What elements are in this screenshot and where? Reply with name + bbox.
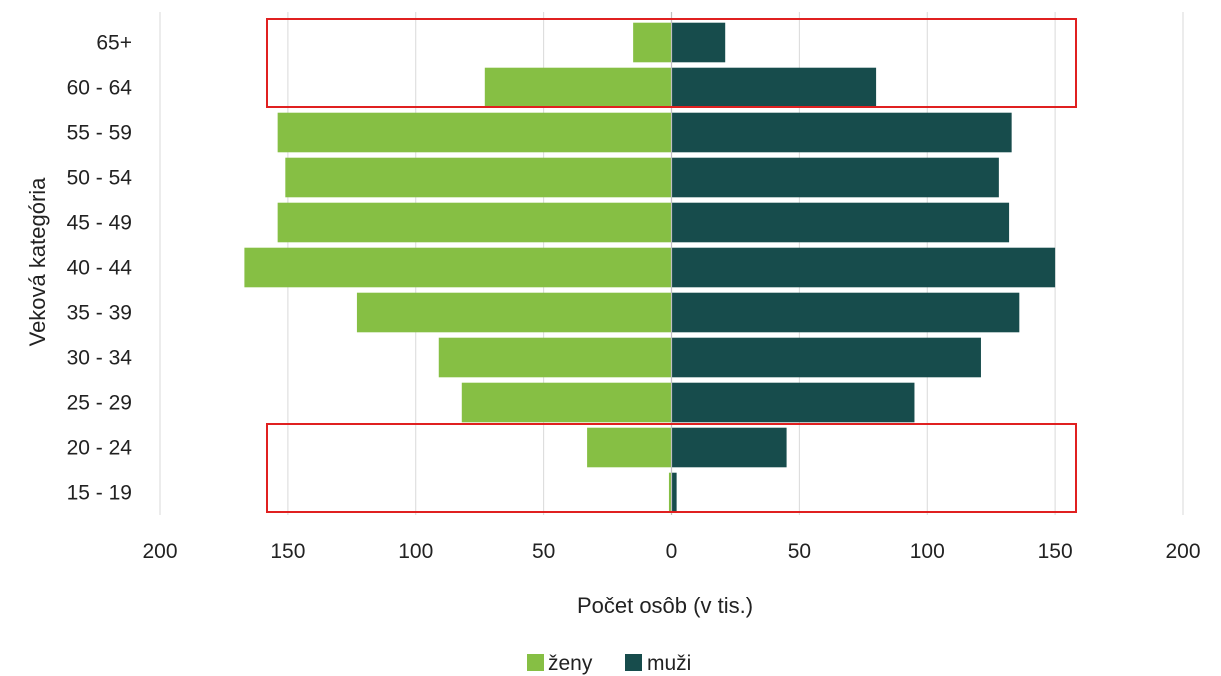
bar-muzi-9 <box>671 67 877 108</box>
y-tick-label-10: 65+ <box>96 32 132 55</box>
legend-label-zeny: ženy <box>548 652 593 675</box>
legend-swatch-muzi <box>625 654 642 671</box>
bar-zeny-6 <box>277 202 672 243</box>
y-tick-label-9: 60 - 64 <box>67 77 133 100</box>
x-tick-label-1: 150 <box>270 540 305 563</box>
bar-zeny-7 <box>285 157 672 198</box>
bar-zeny-10 <box>633 22 672 63</box>
y-axis-ticks: 15 - 19 20 - 24 25 - 29 30 - 34 35 - 39 40 - … <box>67 32 133 505</box>
x-axis-ticks: 200 150 100 50 0 50 100 150 200 <box>142 540 1200 563</box>
bar-muzi-7 <box>671 157 999 198</box>
bar-muzi-10 <box>671 22 726 63</box>
y-tick-label-1: 20 - 24 <box>67 437 133 460</box>
bar-muzi-0 <box>671 472 677 513</box>
bar-zeny-2 <box>461 382 672 423</box>
bar-zeny-9 <box>484 67 672 108</box>
x-tick-label-8: 200 <box>1165 540 1200 563</box>
bar-zeny-3 <box>438 337 672 378</box>
x-tick-label-6: 100 <box>910 540 945 563</box>
legend-label-muzi: muži <box>647 652 691 675</box>
bar-zeny-0 <box>668 472 672 513</box>
bar-muzi-2 <box>671 382 915 423</box>
y-axis-label: Veková kategória <box>25 177 50 347</box>
bar-zeny-4 <box>356 292 672 333</box>
bars <box>244 12 1056 515</box>
y-tick-label-8: 55 - 59 <box>67 122 132 145</box>
x-tick-label-2: 100 <box>398 540 433 563</box>
bar-muzi-8 <box>671 112 1012 153</box>
bar-muzi-1 <box>671 427 787 468</box>
bar-muzi-4 <box>671 292 1020 333</box>
legend: ženy muži <box>527 652 691 675</box>
bar-zeny-8 <box>277 112 672 153</box>
x-axis-label: Počet osôb (v tis.) <box>577 593 753 618</box>
legend-swatch-zeny <box>527 654 544 671</box>
x-tick-label-4: 0 <box>666 540 678 563</box>
bar-muzi-3 <box>671 337 981 378</box>
bar-muzi-5 <box>671 247 1056 288</box>
y-tick-label-5: 40 - 44 <box>67 257 133 280</box>
y-tick-label-4: 35 - 39 <box>67 302 132 325</box>
bar-zeny-5 <box>244 247 672 288</box>
bar-muzi-6 <box>671 202 1010 243</box>
highlight-boxes <box>266 18 1077 513</box>
x-tick-label-5: 50 <box>788 540 811 563</box>
y-tick-label-0: 15 - 19 <box>67 482 132 505</box>
y-tick-label-3: 30 - 34 <box>67 347 133 370</box>
x-tick-label-7: 150 <box>1038 540 1073 563</box>
highlight-box-0 <box>266 18 1077 108</box>
y-tick-label-7: 50 - 54 <box>67 167 133 190</box>
x-tick-label-0: 200 <box>142 540 177 563</box>
y-tick-label-6: 45 - 49 <box>67 212 132 235</box>
highlight-box-1 <box>266 423 1077 513</box>
y-tick-label-2: 25 - 29 <box>67 392 132 415</box>
bar-zeny-1 <box>587 427 672 468</box>
x-tick-label-3: 50 <box>532 540 555 563</box>
